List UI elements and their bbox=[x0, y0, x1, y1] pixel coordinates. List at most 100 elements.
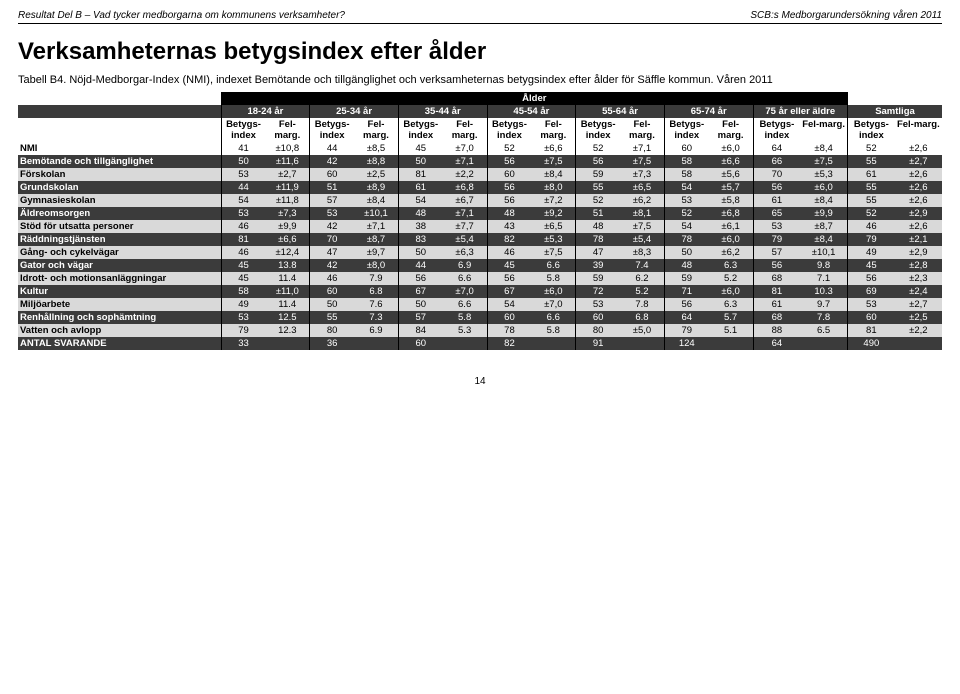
betygsindex-cell: 50 bbox=[310, 298, 354, 311]
betygsindex-cell: 36 bbox=[310, 337, 354, 350]
betygsindex-cell: 82 bbox=[487, 233, 531, 246]
felmarg-cell: 7.1 bbox=[800, 272, 847, 285]
felmarg-cell: ±2,1 bbox=[895, 233, 942, 246]
felmarg-cell: ±11,0 bbox=[265, 285, 309, 298]
betygsindex-cell: 64 bbox=[753, 142, 800, 155]
age-col-2: 35-44 år bbox=[398, 105, 487, 118]
sub-bi-5: Betygs-index bbox=[664, 118, 708, 142]
betygsindex-cell: 52 bbox=[576, 142, 620, 155]
betygsindex-cell: 68 bbox=[753, 272, 800, 285]
row-label: Gymnasieskolan bbox=[18, 194, 221, 207]
betygsindex-cell: 53 bbox=[664, 194, 708, 207]
betygsindex-cell: 61 bbox=[848, 168, 895, 181]
sub-fm-2: Fel-marg. bbox=[443, 118, 487, 142]
betygsindex-cell: 50 bbox=[398, 298, 442, 311]
felmarg-cell: ±2,3 bbox=[895, 272, 942, 285]
felmarg-cell: 11.4 bbox=[265, 298, 309, 311]
betygsindex-cell: 56 bbox=[753, 181, 800, 194]
betygsindex-cell: 39 bbox=[576, 259, 620, 272]
row-label: Vatten och avlopp bbox=[18, 324, 221, 337]
sub-bi-3: Betygs-index bbox=[487, 118, 531, 142]
betygsindex-cell: 60 bbox=[398, 337, 442, 350]
betygsindex-cell: 58 bbox=[664, 168, 708, 181]
betygsindex-cell: 54 bbox=[664, 220, 708, 233]
felmarg-cell: 7.9 bbox=[354, 272, 398, 285]
betygsindex-cell: 88 bbox=[753, 324, 800, 337]
felmarg-cell: ±10,1 bbox=[354, 207, 398, 220]
betygsindex-cell: 64 bbox=[664, 311, 708, 324]
felmarg-cell: ±2,7 bbox=[265, 168, 309, 181]
page-title: Verksamheternas betygsindex efter ålder bbox=[18, 38, 942, 66]
betygsindex-cell: 57 bbox=[310, 194, 354, 207]
row-label: Förskolan bbox=[18, 168, 221, 181]
table-row: Vatten och avlopp7912.3806.9845.3785.880… bbox=[18, 324, 942, 337]
betygsindex-cell: 79 bbox=[221, 324, 265, 337]
felmarg-cell: ±6,8 bbox=[709, 207, 753, 220]
felmarg-cell: ±5,0 bbox=[620, 324, 664, 337]
betygsindex-cell: 56 bbox=[487, 194, 531, 207]
betygsindex-cell: 49 bbox=[221, 298, 265, 311]
betygsindex-cell: 56 bbox=[398, 272, 442, 285]
felmarg-cell: ±6,0 bbox=[709, 233, 753, 246]
sub-bi-4: Betygs-index bbox=[576, 118, 620, 142]
table-row: Gång- och cykelvägar46±12,447±9,750±6,34… bbox=[18, 246, 942, 259]
betygsindex-cell: 80 bbox=[310, 324, 354, 337]
betygsindex-cell: 52 bbox=[576, 194, 620, 207]
betygsindex-cell: 55 bbox=[576, 181, 620, 194]
felmarg-cell: 7.3 bbox=[354, 311, 398, 324]
betygsindex-cell: 60 bbox=[487, 311, 531, 324]
age-col-7: Samtliga bbox=[848, 105, 943, 118]
betygsindex-cell: 53 bbox=[310, 207, 354, 220]
betygsindex-cell: 79 bbox=[848, 233, 895, 246]
row-label: Gator och vägar bbox=[18, 259, 221, 272]
felmarg-cell: ±8,7 bbox=[800, 220, 847, 233]
felmarg-cell: ±8,9 bbox=[354, 181, 398, 194]
betygsindex-cell: 56 bbox=[487, 181, 531, 194]
age-super-header: Ålder bbox=[221, 92, 847, 105]
betygsindex-cell: 53 bbox=[848, 298, 895, 311]
age-col-4: 55-64 år bbox=[576, 105, 665, 118]
betygsindex-cell: 45 bbox=[221, 272, 265, 285]
betygsindex-cell: 52 bbox=[848, 142, 895, 155]
felmarg-cell bbox=[531, 337, 575, 350]
felmarg-cell: ±5,3 bbox=[531, 233, 575, 246]
table-row: Gymnasieskolan54±11,857±8,454±6,756±7,25… bbox=[18, 194, 942, 207]
row-label: Renhållning och sophämtning bbox=[18, 311, 221, 324]
betygsindex-cell: 69 bbox=[848, 285, 895, 298]
betygsindex-cell: 79 bbox=[664, 324, 708, 337]
table-row: NMI41±10,844±8,545±7,052±6,652±7,160±6,0… bbox=[18, 142, 942, 155]
betygsindex-cell: 71 bbox=[664, 285, 708, 298]
betygsindex-cell: 56 bbox=[576, 155, 620, 168]
felmarg-cell: ±7,5 bbox=[620, 155, 664, 168]
betygsindex-cell: 61 bbox=[398, 181, 442, 194]
table-row: Gator och vägar4513.842±8,0446.9456.6397… bbox=[18, 259, 942, 272]
felmarg-cell: ±5,8 bbox=[709, 194, 753, 207]
table-row: Bemötande och tillgänglighet50±11,642±8,… bbox=[18, 155, 942, 168]
betygsindex-cell: 59 bbox=[576, 272, 620, 285]
table-row: Grundskolan44±11,951±8,961±6,856±8,055±6… bbox=[18, 181, 942, 194]
betygsindex-cell: 91 bbox=[576, 337, 620, 350]
table-row: Miljöarbete4911.4507.6506.654±7,0537.856… bbox=[18, 298, 942, 311]
felmarg-cell: 6.3 bbox=[709, 298, 753, 311]
felmarg-cell: ±8,8 bbox=[354, 155, 398, 168]
felmarg-cell: ±7,0 bbox=[531, 298, 575, 311]
betygsindex-cell: 70 bbox=[753, 168, 800, 181]
betygsindex-cell: 53 bbox=[753, 220, 800, 233]
felmarg-cell: ±6,7 bbox=[443, 194, 487, 207]
betygsindex-cell: 49 bbox=[848, 246, 895, 259]
header-left: Resultat Del B – Vad tycker medborgarna … bbox=[18, 10, 345, 21]
felmarg-cell: ±2,8 bbox=[895, 259, 942, 272]
betygsindex-cell: 53 bbox=[221, 168, 265, 181]
felmarg-cell: ±12,4 bbox=[265, 246, 309, 259]
betygsindex-cell: 50 bbox=[221, 155, 265, 168]
felmarg-cell: ±8,4 bbox=[354, 194, 398, 207]
betygsindex-cell: 60 bbox=[310, 168, 354, 181]
felmarg-cell: 5.3 bbox=[443, 324, 487, 337]
betygsindex-cell: 78 bbox=[576, 233, 620, 246]
betygsindex-cell: 52 bbox=[848, 207, 895, 220]
felmarg-cell: 9.7 bbox=[800, 298, 847, 311]
felmarg-cell bbox=[265, 337, 309, 350]
betygsindex-cell: 45 bbox=[221, 259, 265, 272]
felmarg-cell: ±6,6 bbox=[531, 142, 575, 155]
felmarg-cell: ±2,2 bbox=[443, 168, 487, 181]
